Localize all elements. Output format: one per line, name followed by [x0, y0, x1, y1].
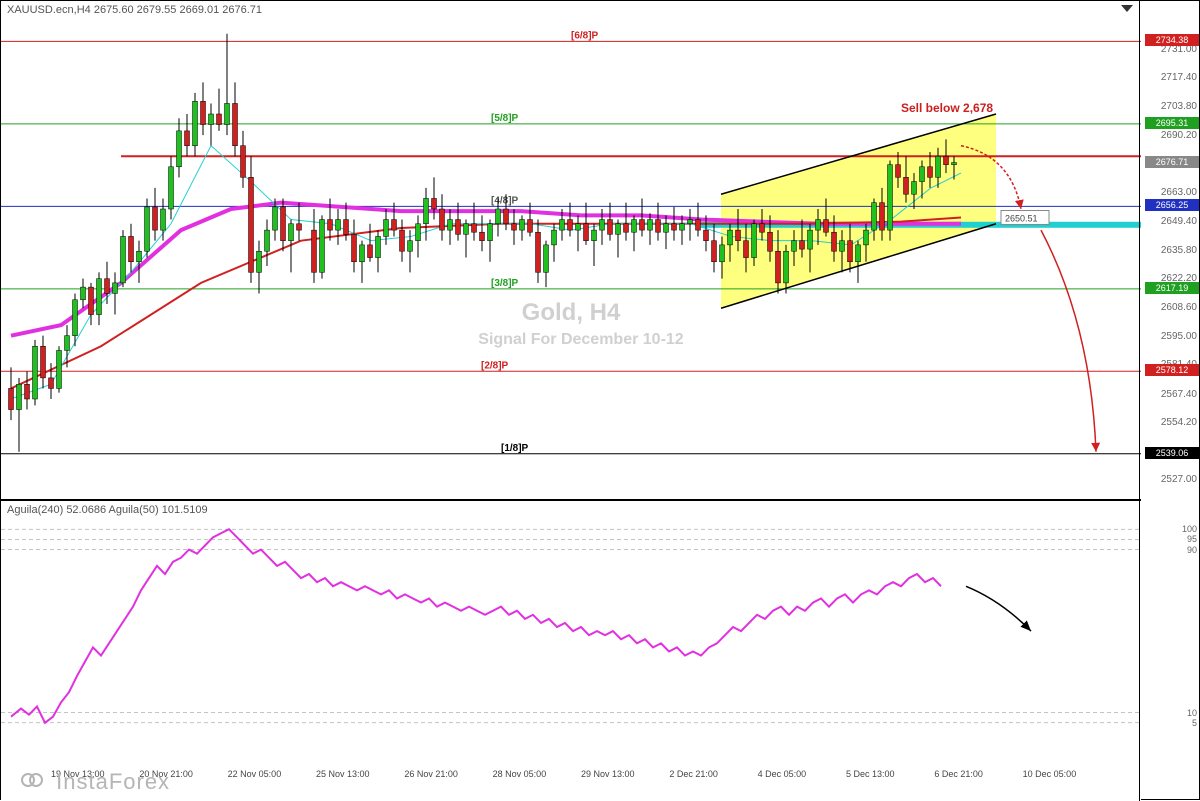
- price-tick-label: 2663.00: [1161, 187, 1197, 198]
- murrey-price-box: 2617.19: [1145, 282, 1199, 294]
- price-tick-label: 2717.40: [1161, 72, 1197, 83]
- instaforex-logo: InstaForex: [21, 767, 170, 795]
- indicator-level-label: 10: [1187, 708, 1197, 718]
- time-tick-label: 6 Dec 21:00: [934, 769, 983, 779]
- signal-title: Gold, H4: [421, 299, 721, 327]
- price-tick-label: 2703.80: [1161, 101, 1197, 112]
- price-axis: 2527.002540.202554.202567.402581.402595.…: [1139, 1, 1199, 801]
- price-tick-label: 2608.60: [1161, 302, 1197, 313]
- indicator-level-label: 90: [1187, 545, 1197, 555]
- indicator-level-label: 100: [1182, 524, 1197, 534]
- chart-area: XAUUSD.ecn,H4 2675.60 2679.55 2669.01 26…: [1, 1, 1141, 801]
- murrey-price-box: 2734.38: [1145, 34, 1199, 46]
- time-tick-label: 4 Dec 05:00: [758, 769, 807, 779]
- indicator-level-label: 5: [1192, 718, 1197, 728]
- time-axis: 19 Nov 13:0020 Nov 21:0022 Nov 05:0025 N…: [1, 761, 1141, 801]
- time-tick-label: 10 Dec 05:00: [1023, 769, 1077, 779]
- murrey-price-box: 2656.25: [1145, 199, 1199, 211]
- murrey-price-box: 2539.06: [1145, 447, 1199, 459]
- time-tick-label: 2 Dec 21:00: [669, 769, 718, 779]
- price-tick-label: 2595.00: [1161, 331, 1197, 342]
- price-tick-label: 2554.20: [1161, 417, 1197, 428]
- murrey-price-box: 2578.12: [1145, 364, 1199, 376]
- svg-text:[3/8]P: [3/8]P: [491, 278, 519, 289]
- main-chart[interactable]: [6/8]P [5/8]P [4/8]P [3/8]P [2/8]P [1/8]P 2650…: [1, 1, 1141, 499]
- time-tick-label: 26 Nov 21:00: [404, 769, 458, 779]
- time-tick-label: 22 Nov 05:00: [228, 769, 282, 779]
- indicator-level-label: 95: [1187, 534, 1197, 544]
- svg-text:[5/8]P: [5/8]P: [491, 113, 519, 124]
- murrey-price-box: 2695.31: [1145, 117, 1199, 129]
- time-tick-label: 25 Nov 13:00: [316, 769, 370, 779]
- svg-text:2650.51: 2650.51: [1005, 213, 1038, 223]
- time-tick-label: 28 Nov 05:00: [493, 769, 547, 779]
- price-tick-label: 2690.20: [1161, 130, 1197, 141]
- price-tick-label: 2527.00: [1161, 474, 1197, 485]
- svg-text:[1/8]P: [1/8]P: [501, 443, 529, 454]
- indicator-svg: [1, 501, 1141, 761]
- svg-text:[4/8]P: [4/8]P: [491, 195, 519, 206]
- time-tick-label: 5 Dec 13:00: [846, 769, 895, 779]
- chevron-down-icon: [1117, 2, 1137, 14]
- price-tick-label: 2649.40: [1161, 216, 1197, 227]
- logo-icon: [21, 771, 49, 793]
- current-price-box: 2676.71: [1145, 156, 1199, 168]
- svg-text:[6/8]P: [6/8]P: [571, 30, 599, 41]
- chart-menu-dropdown[interactable]: [1117, 1, 1137, 13]
- time-tick-label: 29 Nov 13:00: [581, 769, 635, 779]
- svg-text:[2/8]P: [2/8]P: [481, 360, 509, 371]
- indicator-chart[interactable]: Aguila(240) 52.0686 Aguila(50) 101.5109: [1, 501, 1141, 761]
- signal-subtitle: Signal For December 10-12: [381, 331, 781, 349]
- main-chart-svg: [6/8]P [5/8]P [4/8]P [3/8]P [2/8]P [1/8]P 2650…: [1, 1, 1141, 499]
- chart-container: XAUUSD.ecn,H4 2675.60 2679.55 2669.01 26…: [0, 0, 1200, 800]
- sell-annotation: Sell below 2,678: [901, 101, 993, 115]
- price-tick-label: 2635.80: [1161, 245, 1197, 256]
- price-tick-label: 2567.40: [1161, 389, 1197, 400]
- logo-text: InstaForex: [56, 769, 170, 794]
